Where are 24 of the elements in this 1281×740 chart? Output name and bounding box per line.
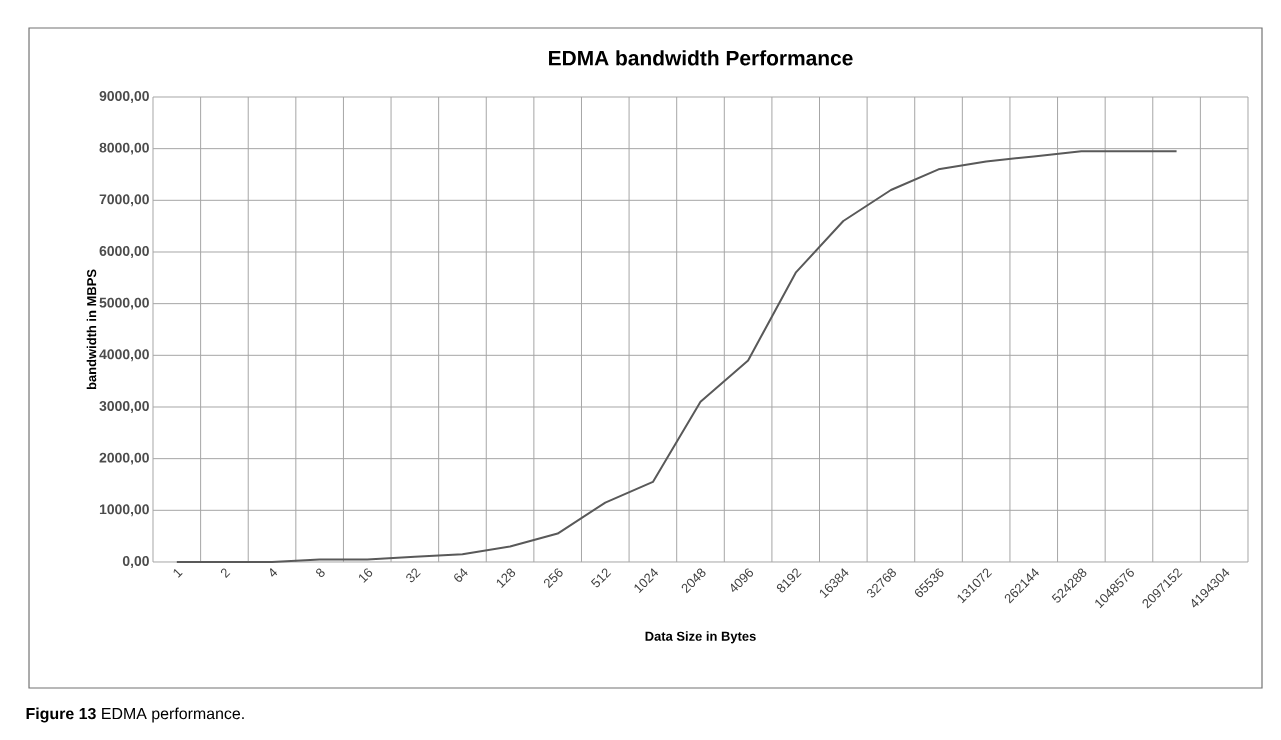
y-axis-title: bandwidth in MBPS — [86, 269, 97, 390]
y-tick-label: 9000,00 — [99, 91, 149, 103]
x-tick-label: 1 — [173, 568, 183, 578]
x-tick-label: 64 — [454, 568, 468, 582]
y-tick-label: 2000,00 — [99, 452, 149, 465]
text: Figure 13 EDMA performance. — [26, 707, 244, 723]
x-tick-label: 8 — [316, 568, 325, 578]
x-tick-label: 16 — [359, 568, 373, 583]
x-tick-label: 4 — [270, 568, 278, 577]
y-tick-label: 5000,00 — [99, 297, 149, 310]
y-tick-label: 4000,00 — [99, 349, 149, 362]
x-axis-title: Data Size in Bytes — [645, 631, 756, 644]
y-tick-label: 8000,00 — [99, 142, 149, 155]
x-tick-label: 2 — [220, 568, 231, 578]
y-tick-label: 1000,00 — [99, 504, 149, 517]
x-tick-label: 256 — [543, 568, 563, 589]
x-tick-label: 128 — [496, 568, 516, 588]
y-tick-label: 7000,00 — [99, 194, 149, 207]
x-tick-label: 32 — [406, 568, 421, 583]
y-tick-label: 6000,00 — [99, 246, 149, 258]
chart-title: EDMA bandwidth Performance — [549, 50, 853, 66]
x-tick-label: 512 — [590, 568, 612, 588]
y-tick-label: 0,00 — [122, 556, 149, 568]
y-tick-label: 3000,00 — [99, 401, 149, 413]
